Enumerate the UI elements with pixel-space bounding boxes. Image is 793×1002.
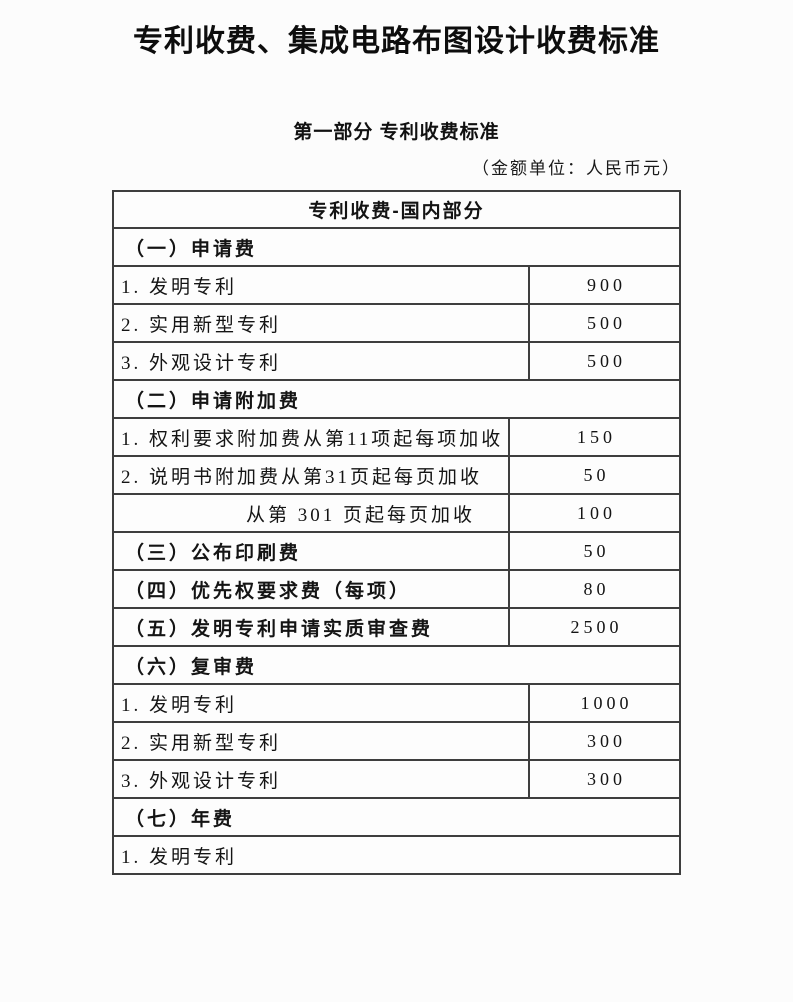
table-row: （四）优先权要求费（每项） 80 bbox=[114, 569, 679, 607]
row-value: 50 bbox=[508, 533, 679, 569]
table-row: （五）发明专利申请实质审查费 2500 bbox=[114, 607, 679, 645]
row-label: 3. 外观设计专利 bbox=[121, 352, 282, 374]
table-rows: （一）申请费 1. 发明专利 900 2. 实用新型专利 500 3. 外观设计专利 500… bbox=[114, 227, 679, 873]
row-value: 150 bbox=[508, 419, 679, 455]
row-label: （五）发明专利申请实质审查费 bbox=[125, 618, 434, 640]
fee-table: 专利收费-国内部分 （一）申请费 1. 发明专利 900 2. 实用新型专利 500 3.… bbox=[112, 190, 681, 875]
part-one-heading: 第一部分 专利收费标准 bbox=[293, 122, 500, 143]
table-row: 3. 外观设计专利 500 bbox=[114, 341, 679, 379]
row-value: 2500 bbox=[508, 609, 679, 645]
row-value: 80 bbox=[508, 571, 679, 607]
row-label: 1. 发明专利 bbox=[121, 276, 238, 298]
row-label: （七）年费 bbox=[125, 808, 236, 830]
row-label: 2. 实用新型专利 bbox=[121, 732, 282, 754]
table-row: （一）申请费 bbox=[114, 227, 679, 265]
row-label: 3. 外观设计专利 bbox=[121, 770, 282, 792]
row-label: 从第 301 页起每页加收 bbox=[246, 504, 476, 526]
row-value: 500 bbox=[528, 305, 679, 341]
table-row: 3. 外观设计专利 300 bbox=[114, 759, 679, 797]
row-value: 300 bbox=[528, 761, 679, 797]
row-label: （一）申请费 bbox=[125, 238, 258, 260]
row-label: 2. 实用新型专利 bbox=[121, 314, 282, 336]
document-title: 专利收费、集成电路布图设计收费标准 bbox=[133, 25, 660, 58]
row-label: （二）申请附加费 bbox=[125, 390, 302, 412]
row-label: （三）公布印刷费 bbox=[125, 542, 302, 564]
table-row: 1. 发明专利 1000 bbox=[114, 683, 679, 721]
table-row: （六）复审费 bbox=[114, 645, 679, 683]
row-value: 100 bbox=[508, 495, 679, 531]
table-row: 2. 实用新型专利 300 bbox=[114, 721, 679, 759]
table-row: 1. 权利要求附加费从第11项起每项加收 150 bbox=[114, 417, 679, 455]
table-row: （二）申请附加费 bbox=[114, 379, 679, 417]
table-row: 1. 发明专利 900 bbox=[114, 265, 679, 303]
row-value: 300 bbox=[528, 723, 679, 759]
row-label: （六）复审费 bbox=[125, 656, 258, 678]
table-header-label: 专利收费-国内部分 bbox=[308, 201, 485, 222]
row-label: 1. 发明专利 bbox=[121, 846, 238, 868]
row-label: （四）优先权要求费（每项） bbox=[125, 580, 412, 602]
table-header-row: 专利收费-国内部分 bbox=[114, 192, 679, 227]
row-value: 900 bbox=[528, 267, 679, 303]
table-row: 从第 301 页起每页加收 100 bbox=[114, 493, 679, 531]
currency-unit-note: （金额单位：人民币元） bbox=[472, 159, 681, 178]
row-label: 1. 发明专利 bbox=[121, 694, 238, 716]
row-value: 50 bbox=[508, 457, 679, 493]
row-value: 1000 bbox=[528, 685, 679, 721]
table-row: 1. 发明专利 bbox=[114, 835, 679, 873]
row-value: 500 bbox=[528, 343, 679, 379]
table-row: 2. 说明书附加费从第31页起每页加收 50 bbox=[114, 455, 679, 493]
table-row: （七）年费 bbox=[114, 797, 679, 835]
table-row: （三）公布印刷费 50 bbox=[114, 531, 679, 569]
table-row: 2. 实用新型专利 500 bbox=[114, 303, 679, 341]
row-label: 2. 说明书附加费从第31页起每页加收 bbox=[121, 466, 483, 488]
row-label: 1. 权利要求附加费从第11项起每项加收 bbox=[121, 428, 504, 450]
